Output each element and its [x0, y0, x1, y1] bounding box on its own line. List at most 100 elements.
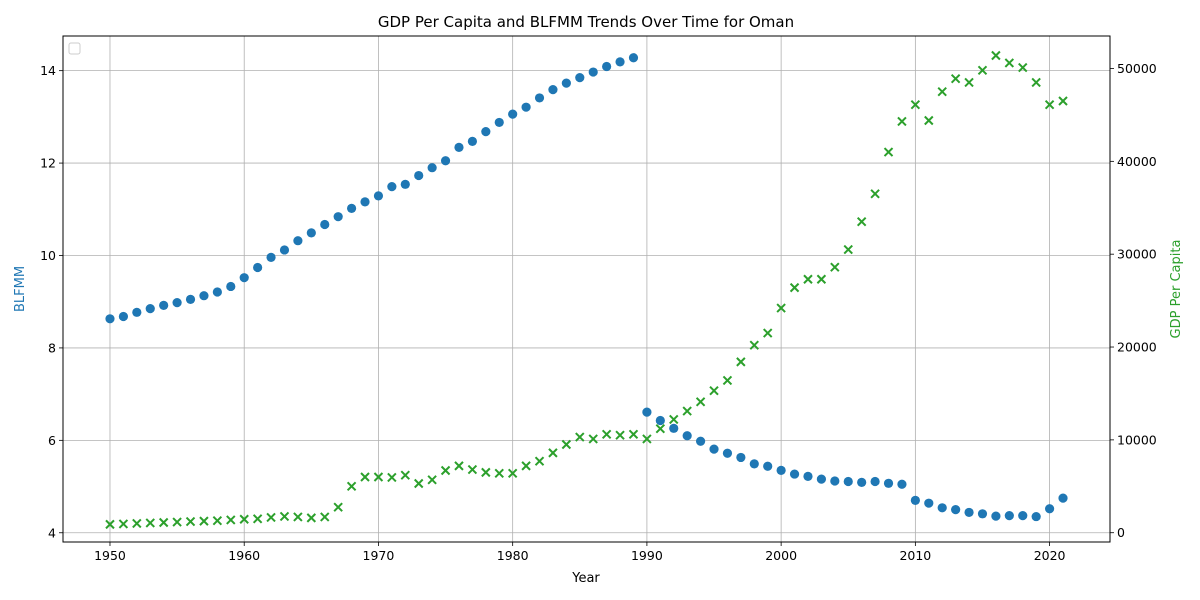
gdp-point	[950, 74, 961, 84]
blfmm-point	[776, 465, 786, 475]
blfmm-point	[870, 476, 880, 487]
right-tick-label: 40000	[1117, 154, 1157, 169]
gdp-point	[830, 262, 840, 272]
blfmm-point	[1058, 493, 1068, 503]
gdp-point	[373, 472, 384, 482]
blfmm-point	[400, 179, 410, 189]
blfmm-point	[695, 436, 706, 446]
gdp-point	[145, 518, 155, 528]
blfmm-point	[830, 476, 840, 486]
blfmm-point	[320, 219, 330, 230]
gdp-point	[252, 514, 263, 524]
blfmm-point	[682, 431, 692, 441]
right-tick-label: 30000	[1117, 247, 1157, 262]
blfmm-point	[1044, 504, 1055, 514]
blfmm-point	[642, 407, 652, 417]
x-tick-label: 2020	[1034, 548, 1066, 563]
gdp-point	[964, 77, 974, 88]
right-tick-label: 0	[1117, 525, 1125, 540]
gdp-point	[977, 65, 988, 76]
gdp-point	[897, 116, 907, 127]
gdp-point	[507, 468, 518, 479]
blfmm-point	[387, 182, 397, 192]
blfmm-point	[615, 57, 625, 67]
blfmm-point	[414, 170, 424, 181]
blfmm-point	[991, 511, 1001, 521]
blfmm-point	[588, 67, 598, 77]
gdp-point	[655, 424, 666, 434]
blfmm-point	[709, 444, 719, 454]
blfmm-point	[346, 203, 357, 213]
gdp-point	[803, 274, 813, 284]
gdp-point	[883, 147, 894, 157]
blfmm-point	[373, 191, 384, 201]
blfmm-point	[575, 72, 585, 83]
gdp-point	[669, 414, 679, 425]
blfmm-point	[293, 236, 303, 246]
blfmm-point	[843, 476, 853, 487]
blfmm-point	[602, 61, 612, 72]
gdp-point	[575, 432, 585, 442]
gdp-point	[266, 512, 276, 523]
blfmm-point	[427, 163, 437, 173]
blfmm-point	[749, 459, 759, 469]
blfmm-point	[937, 503, 947, 513]
x-tick-label: 1960	[228, 548, 260, 563]
blfmm-point	[897, 479, 907, 489]
blfmm-point	[722, 448, 733, 458]
gdp-point	[749, 340, 759, 350]
gdp-point	[414, 478, 424, 489]
chart-title: GDP Per Capita and BLFMM Trends Over Tim…	[378, 13, 794, 31]
blfmm-point	[440, 156, 451, 166]
gdp-point	[561, 439, 572, 450]
gdp-point	[843, 244, 853, 255]
x-tick-label: 1970	[363, 548, 395, 563]
blfmm-point	[534, 93, 545, 103]
blfmm-point	[561, 78, 571, 88]
legend-box	[68, 42, 81, 55]
blfmm-point	[951, 505, 961, 515]
blfmm-point	[454, 142, 464, 152]
gdp-point	[816, 274, 827, 284]
gdp-point	[856, 216, 867, 227]
blfmm-series	[105, 53, 1068, 522]
gdp-point	[642, 434, 652, 444]
blfmm-point	[118, 311, 129, 322]
blfmm-point	[508, 109, 518, 119]
blfmm-point	[964, 507, 974, 518]
gdp-point	[534, 456, 545, 466]
blfmm-point	[279, 245, 290, 255]
blfmm-point	[467, 136, 478, 146]
blfmm-point	[199, 291, 209, 301]
right-axis-ticks: 0 10000 20000 30000 40000 50000	[1110, 61, 1157, 540]
gdp-point	[776, 303, 786, 313]
blfmm-point	[333, 212, 343, 222]
left-tick-label: 4	[48, 525, 56, 540]
x-tick-label: 1990	[631, 548, 663, 563]
blfmm-point	[789, 469, 800, 479]
right-tick-label: 10000	[1117, 432, 1157, 447]
blfmm-point	[159, 300, 169, 311]
right-tick-label: 50000	[1117, 61, 1157, 76]
blfmm-point	[669, 423, 679, 433]
gdp-point	[199, 516, 209, 526]
gdp-point	[132, 518, 142, 529]
gdp-point	[346, 481, 357, 492]
blfmm-point	[924, 498, 934, 508]
gdp-point	[628, 429, 639, 440]
gdp-point	[910, 99, 921, 110]
left-axis-label: BLFMM	[13, 266, 28, 312]
gdp-point	[306, 513, 317, 523]
gdp-point	[320, 512, 330, 522]
gdp-point	[467, 464, 478, 475]
gdp-point	[695, 397, 706, 407]
blfmm-point	[494, 117, 504, 128]
blfmm-point	[185, 294, 196, 304]
gdp-series	[105, 50, 1068, 530]
blfmm-point	[132, 307, 142, 317]
gdp-point	[105, 519, 115, 530]
gdp-point	[494, 468, 504, 479]
gdp-point	[1018, 62, 1028, 73]
blfmm-point	[857, 477, 867, 487]
